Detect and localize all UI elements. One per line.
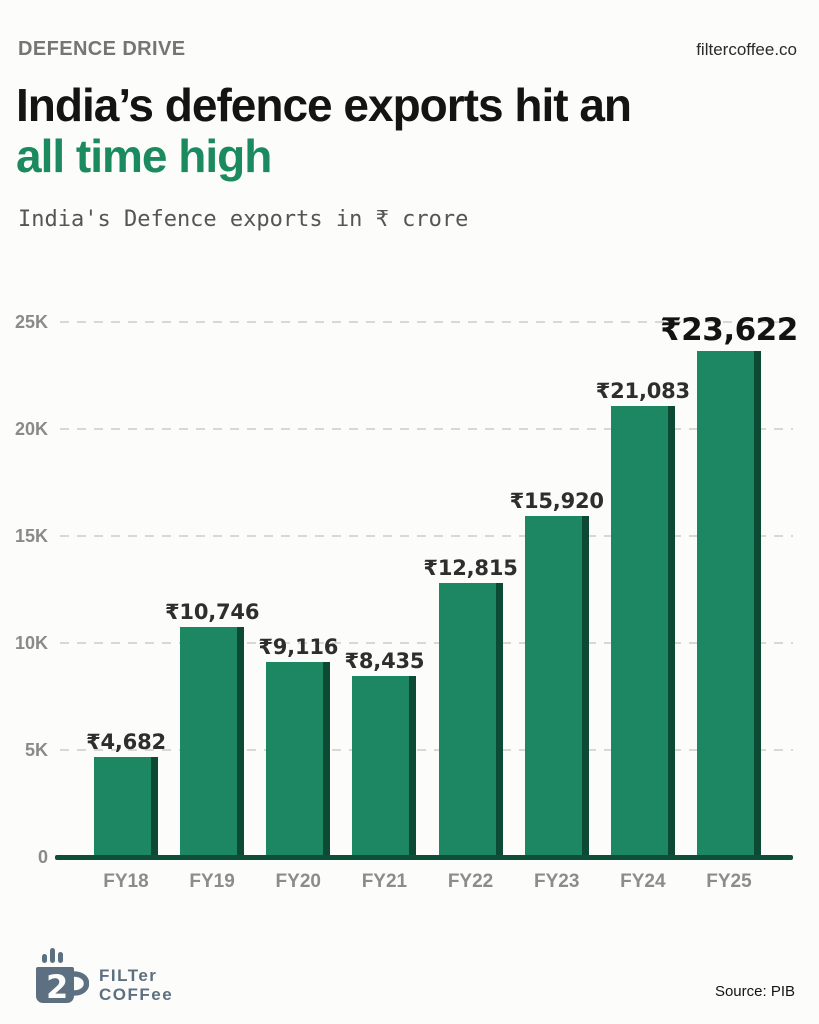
coffee-mug-icon: 2 xyxy=(36,948,89,1006)
logo-wordmark: FILTer COFFee xyxy=(99,966,173,1004)
value-label-FY22: ₹12,815 xyxy=(423,555,518,580)
x-tick-label-FY19: FY19 xyxy=(189,871,235,892)
svg-text:2: 2 xyxy=(46,968,68,1006)
value-label-FY20: ₹9,116 xyxy=(258,634,339,659)
x-tick-label-FY18: FY18 xyxy=(103,871,149,892)
gridline-5K xyxy=(60,749,793,751)
x-tick-label-FY24: FY24 xyxy=(620,871,666,892)
y-tick-label-15K: 15K xyxy=(14,526,48,546)
x-tick-label-FY22: FY22 xyxy=(447,871,494,892)
y-tick-label-10K: 10K xyxy=(14,633,48,653)
logo-word-filter: FILTer xyxy=(99,965,158,985)
bar-FY24 xyxy=(610,405,675,857)
chart-subtitle: India's Defence exports in ₹ crore xyxy=(18,207,469,232)
logo-word-coffee: COFFee xyxy=(99,984,174,1004)
bar-FY19 xyxy=(180,627,245,857)
bar-FY22 xyxy=(438,582,503,857)
x-tick-label-FY21: FY21 xyxy=(361,871,408,892)
source-credit: Source: PIB xyxy=(714,983,795,1000)
gridline-10K xyxy=(60,642,793,644)
title-line-2: all time high xyxy=(16,130,272,182)
header-row: DEFENCE DRIVE filtercoffee.co xyxy=(18,38,797,61)
y-tick-label-0: 0 xyxy=(37,847,48,867)
bar-FY23 xyxy=(524,516,589,857)
y-tick-label-20K: 20K xyxy=(14,419,48,439)
value-label-FY24: ₹21,083 xyxy=(595,378,690,403)
filtercoffee-logo: 2 FILTer COFFee xyxy=(33,946,173,1006)
value-label-FY18: ₹4,682 xyxy=(86,729,166,754)
x-axis-line xyxy=(55,855,793,860)
bar-FY25 xyxy=(696,351,761,857)
bar-FY18 xyxy=(94,756,158,857)
title-line-1: India’s defence exports hit an xyxy=(16,79,632,131)
bar-chart: 0 5K 10K 15K 20K 25K ₹4,682 FY18 ₹10,746 FY19 ₹9,1… xyxy=(0,250,819,910)
value-label-FY19: ₹10,746 xyxy=(165,600,260,625)
x-tick-label-FY23: FY23 xyxy=(533,871,580,892)
gridline-15K xyxy=(60,535,793,537)
y-tick-label-5K: 5K xyxy=(24,740,48,760)
x-tick-label-FY25: FY25 xyxy=(706,871,752,892)
value-label-FY23: ₹15,920 xyxy=(509,489,604,514)
x-tick-label-FY20: FY20 xyxy=(275,871,321,892)
value-label-FY25: ₹23,622 xyxy=(660,312,798,349)
y-tick-label-25K: 25K xyxy=(14,312,48,332)
value-label-FY21: ₹8,435 xyxy=(344,649,425,674)
page-title: India’s defence exports hit an all time h… xyxy=(16,79,632,182)
footer: 2 FILTer COFFee Source: PIB xyxy=(33,944,795,1006)
site-name: filtercoffee.co xyxy=(696,40,797,59)
bar-FY21 xyxy=(352,676,417,857)
gridline-20K xyxy=(60,428,793,430)
gridline-25K xyxy=(60,321,793,323)
kicker-label: DEFENCE DRIVE xyxy=(18,38,186,60)
bar-FY20 xyxy=(266,661,331,857)
